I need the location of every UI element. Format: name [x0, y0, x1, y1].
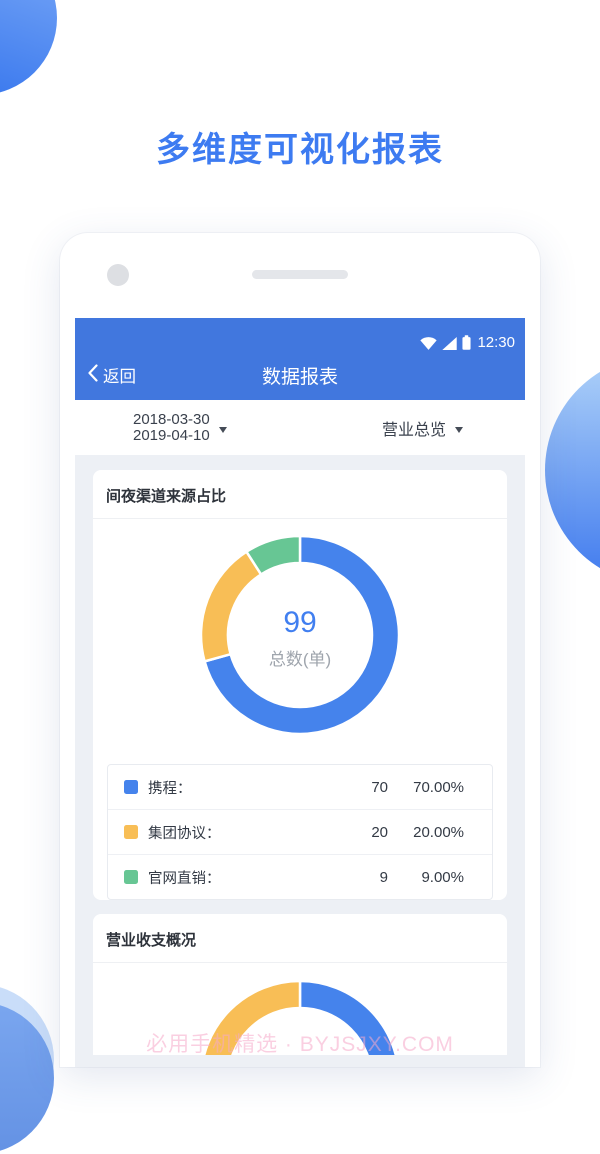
- card-revenue-overview: 营业收支概况: [93, 914, 507, 1055]
- donut-chart-svg[interactable]: [93, 963, 507, 1055]
- legend-row: 携程： 70 70.00%: [108, 765, 492, 809]
- status-time: 12:30: [477, 334, 515, 351]
- decor-circle-bottom-left: [0, 1002, 54, 1154]
- decor-circle-right: [545, 355, 600, 585]
- legend-percent: 70.00%: [413, 778, 464, 796]
- legend-percent: 20.00%: [413, 823, 464, 841]
- legend-table: 携程： 70 70.00% 集团协议： 20 20.00% 官网直销： 9 9.00%: [107, 764, 493, 900]
- donut-segment[interactable]: [203, 534, 401, 736]
- donut-segment[interactable]: [201, 979, 302, 1055]
- legend-color-swatch: [124, 870, 138, 884]
- dropdown-triangle-icon: [218, 426, 227, 433]
- date-end: 2019-04-10: [133, 426, 210, 444]
- back-label: 返回: [103, 368, 136, 386]
- report-type-value: 营业总览: [381, 421, 446, 439]
- legend-label: 携程：: [148, 780, 192, 797]
- nav-bar: 返回 数据报表: [75, 350, 525, 400]
- legend-percent: 9.00%: [421, 868, 464, 886]
- speaker-bar: [252, 270, 348, 279]
- donut-chart-svg[interactable]: [93, 519, 507, 749]
- battery-icon: [462, 335, 472, 350]
- phone-mockup: 12:30 返回 数据报表 2018-03-30 2019-04-10: [60, 233, 540, 1067]
- donut-segment[interactable]: [245, 534, 302, 576]
- card-title: 间夜渠道来源占比: [93, 470, 507, 519]
- screen-title: 数据报表: [261, 366, 338, 388]
- donut-segment[interactable]: [298, 979, 399, 1055]
- legend-value: 70: [371, 778, 388, 796]
- page-title: 多维度可视化报表: [156, 131, 444, 169]
- donut-segment[interactable]: [199, 550, 263, 663]
- legend-label: 官网直销：: [148, 870, 221, 887]
- legend-value: 9: [379, 868, 388, 886]
- filter-bar: 2018-03-30 2019-04-10 营业总览: [75, 400, 525, 455]
- legend-color-swatch: [124, 825, 138, 839]
- card-title: 营业收支概况: [93, 914, 507, 963]
- back-button[interactable]: 返回: [88, 363, 136, 387]
- legend-color-swatch: [124, 780, 138, 794]
- donut-chart-revenue[interactable]: [93, 963, 507, 1055]
- app-screen: 12:30 返回 数据报表 2018-03-30 2019-04-10: [75, 318, 525, 1067]
- legend-label: 集团协议：: [148, 825, 221, 842]
- chevron-left-icon: [88, 363, 98, 387]
- camera-icon: [107, 264, 129, 286]
- legend-row: 集团协议： 20 20.00%: [108, 809, 492, 854]
- app-header: 12:30 返回 数据报表: [75, 318, 525, 400]
- legend-value: 20: [371, 823, 388, 841]
- date-range-picker[interactable]: 2018-03-30 2019-04-10: [133, 410, 227, 444]
- date-range-values: 2018-03-30 2019-04-10: [133, 410, 210, 444]
- decor-circle-top-left: [0, 0, 57, 95]
- legend-row: 官网直销： 9 9.00%: [108, 854, 492, 899]
- report-content: 间夜渠道来源占比 99 总数(单) 携程： 70 70.00% 集团协议： 20 20.0…: [75, 455, 525, 1067]
- date-start: 2018-03-30: [133, 410, 210, 428]
- donut-chart-channel[interactable]: 99 总数(单): [93, 519, 507, 749]
- watermark: 必用手机精选 · BYJSJXY.COM: [146, 1033, 454, 1056]
- wifi-icon: [420, 337, 438, 350]
- report-type-picker[interactable]: 营业总览: [382, 416, 463, 440]
- dropdown-triangle-icon: [455, 426, 463, 433]
- card-channel-share: 间夜渠道来源占比 99 总数(单) 携程： 70 70.00% 集团协议： 20 20.0…: [93, 470, 507, 900]
- status-bar: 12:30: [75, 318, 525, 350]
- cell-signal-icon: [442, 337, 458, 350]
